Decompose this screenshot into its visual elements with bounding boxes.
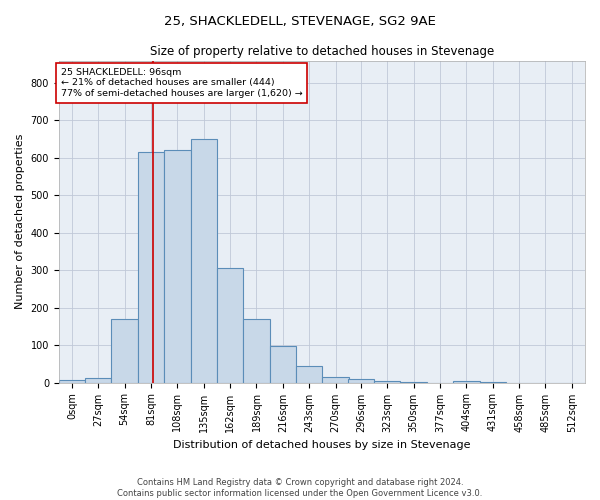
Title: Size of property relative to detached houses in Stevenage: Size of property relative to detached ho…: [150, 45, 494, 58]
Bar: [164, 150, 191, 382]
Bar: [217, 268, 243, 382]
Bar: [269, 346, 296, 383]
X-axis label: Distribution of detached houses by size in Stevenage: Distribution of detached houses by size …: [173, 440, 470, 450]
Bar: [322, 377, 349, 382]
Bar: [296, 366, 322, 382]
Text: 25 SHACKLEDELL: 96sqm
← 21% of detached houses are smaller (444)
77% of semi-det: 25 SHACKLEDELL: 96sqm ← 21% of detached …: [61, 68, 302, 98]
Bar: [85, 378, 112, 382]
Text: 25, SHACKLEDELL, STEVENAGE, SG2 9AE: 25, SHACKLEDELL, STEVENAGE, SG2 9AE: [164, 15, 436, 28]
Bar: [243, 319, 269, 382]
Text: Contains HM Land Registry data © Crown copyright and database right 2024.
Contai: Contains HM Land Registry data © Crown c…: [118, 478, 482, 498]
Bar: [374, 380, 400, 382]
Bar: [59, 380, 85, 382]
Bar: [453, 380, 479, 382]
Y-axis label: Number of detached properties: Number of detached properties: [15, 134, 25, 309]
Bar: [348, 379, 374, 382]
Bar: [112, 319, 138, 382]
Bar: [191, 139, 217, 382]
Bar: [138, 152, 164, 382]
